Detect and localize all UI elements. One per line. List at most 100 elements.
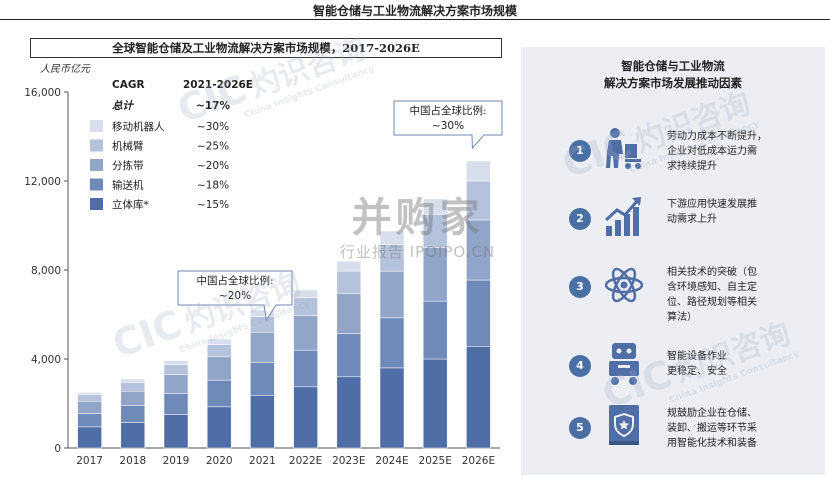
y-tick-label: 4,000 [31, 354, 61, 366]
driver-number-1: 1 [569, 140, 591, 162]
legend-label: 移动机器人 [112, 120, 165, 133]
atom-icon [604, 267, 644, 303]
bar-segment [293, 297, 318, 316]
cagr-value: ~30% [197, 121, 229, 133]
bar-segment [77, 426, 102, 449]
callout-2021-line2: ~20% [219, 290, 251, 302]
bar-segment [293, 386, 318, 449]
bar-segment [336, 270, 362, 294]
bar-segment [77, 413, 102, 428]
legend-swatch [90, 120, 103, 132]
cagr-value: ~18% [197, 180, 229, 192]
callout-2026-line2: ~30% [432, 120, 464, 132]
callout-box [393, 100, 503, 150]
bar-segment [163, 393, 189, 415]
bar-segment [466, 219, 491, 281]
driver-5-line: 装卸、搬运等环节采 [667, 423, 757, 434]
cagr-value: ~15% [197, 199, 229, 211]
bar-segment [77, 392, 102, 395]
legend-label: 机械臂 [112, 140, 144, 153]
x-tick-label: 2019 [163, 455, 190, 467]
bar-segment [163, 414, 189, 449]
driver-3-line: 位、路径规划等相关 [667, 297, 757, 308]
bar-segment [466, 180, 491, 221]
bar-segment [120, 382, 146, 392]
x-tick-label: 2026E [462, 455, 495, 467]
bar-segment [250, 395, 275, 449]
drivers-title-line2: 解决方案市场发展推动因素 [604, 76, 742, 90]
driver-text-3: 相关技术的突破（包 含环境感知、自主定 位、路径规划等相关 算法） [667, 265, 817, 325]
bar-segment [163, 364, 189, 375]
driver-item-5: 5 规鼓励企业在仓储、 装卸、搬运等环节采 用智能化技术和装备 [521, 403, 825, 463]
callout-2026-line1: 中国占全球比例: [409, 104, 486, 117]
cagr-value: ~25% [197, 141, 229, 153]
cagr-total-label: 总计 [112, 99, 134, 112]
bar-segment [120, 405, 146, 423]
driver-item-1: 1 劳动力成本不断提升， 企业对低成本运力需 求持续提升 [521, 126, 825, 186]
x-tick-label: 2023E [332, 455, 365, 467]
legend-swatch [90, 159, 103, 171]
bar-segment [77, 394, 102, 402]
driver-3-line: 含环境感知、自主定 [667, 282, 757, 293]
bar-segment [379, 244, 405, 272]
x-tick-label: 2022E [289, 455, 322, 467]
x-tick-label: 2024E [375, 455, 408, 467]
bar-segment [206, 406, 232, 449]
policy-book-icon [609, 405, 639, 445]
bar-segment [379, 317, 405, 369]
bar-segment [422, 300, 448, 360]
y-tick-label: 0 [54, 443, 61, 455]
legend-swatch [90, 139, 103, 152]
driver-number-5: 5 [569, 417, 591, 439]
chart-title: 全球智能仓储及工业物流解决方案市场规模，2017-2026E [30, 38, 502, 58]
x-tick-label: 2020 [206, 455, 233, 467]
growth-chart-icon [604, 197, 641, 236]
x-tick-label: 2017 [76, 455, 103, 467]
y-tick-label: 12,000 [24, 176, 61, 188]
bar-segment [120, 391, 146, 406]
drivers-panel-title: 智能仓储与工业物流 解决方案市场发展推动因素 [521, 58, 825, 92]
driver-number-3: 3 [569, 276, 591, 298]
x-tick-label: 2021 [249, 455, 276, 467]
x-tick-label: 2025E [419, 455, 452, 467]
bar-segment [336, 260, 362, 272]
bar-segment [206, 344, 232, 358]
bar-segment [206, 356, 232, 381]
driver-4-line: 智能设备作业 [667, 351, 727, 362]
bar-segment [293, 289, 318, 299]
driver-item-3: 3 相关技术的突破（包 含环境感知、自主定 位、路径规划等相关 算法） [521, 262, 825, 325]
bar-segment [77, 401, 102, 414]
bar-segment [466, 160, 491, 182]
bar-segment [336, 333, 362, 378]
driver-2-line: 动需求上升 [667, 214, 717, 225]
driver-text-1: 劳动力成本不断提升， 企业对低成本运力需 求持续提升 [667, 129, 817, 174]
driver-item-2: 2 下游应用快速发展推 动需求上升 [521, 194, 825, 254]
bar-segment [293, 315, 318, 351]
legend-label: 分拣带 [112, 159, 144, 172]
bar-segment [163, 374, 189, 394]
driver-text-2: 下游应用快速发展推 动需求上升 [667, 197, 817, 227]
bar-segment [206, 379, 232, 408]
legend-swatch [90, 198, 103, 210]
stacked-bar-chart: 人民币亿元 0 4,000 8,000 12,000 16,000 2017 2018 2019… [24, 63, 503, 467]
driver-5-line: 规鼓励企业在仓储、 [667, 408, 757, 419]
driver-4-line: 更稳定、安全 [667, 366, 727, 377]
bar-segment [250, 362, 275, 396]
bar-segment [250, 309, 275, 317]
x-tick-label: 2018 [119, 455, 146, 467]
cagr-total-value: ~17% [196, 100, 230, 112]
bar-segment [120, 378, 146, 383]
driver-3-line: 相关技术的突破（包 [667, 267, 757, 278]
page-title: 智能仓储与工业物流解决方案市场规模 [312, 4, 517, 18]
legend-swatch [90, 178, 103, 191]
worker-cart-icon [606, 128, 641, 169]
driver-1-line: 企业对低成本运力需 [667, 146, 757, 157]
driver-number-4: 4 [569, 355, 591, 377]
driver-text-5: 规鼓励企业在仓储、 装卸、搬运等环节采 用智能化技术和装备 [667, 406, 817, 451]
bar-segment [206, 338, 232, 345]
y-tick-label: 8,000 [31, 265, 61, 277]
bar-segment [422, 214, 448, 248]
y-tick-label: 16,000 [24, 87, 61, 99]
driver-5-line: 用智能化技术和装备 [667, 438, 757, 449]
legend-label: 输送机 [112, 179, 144, 192]
